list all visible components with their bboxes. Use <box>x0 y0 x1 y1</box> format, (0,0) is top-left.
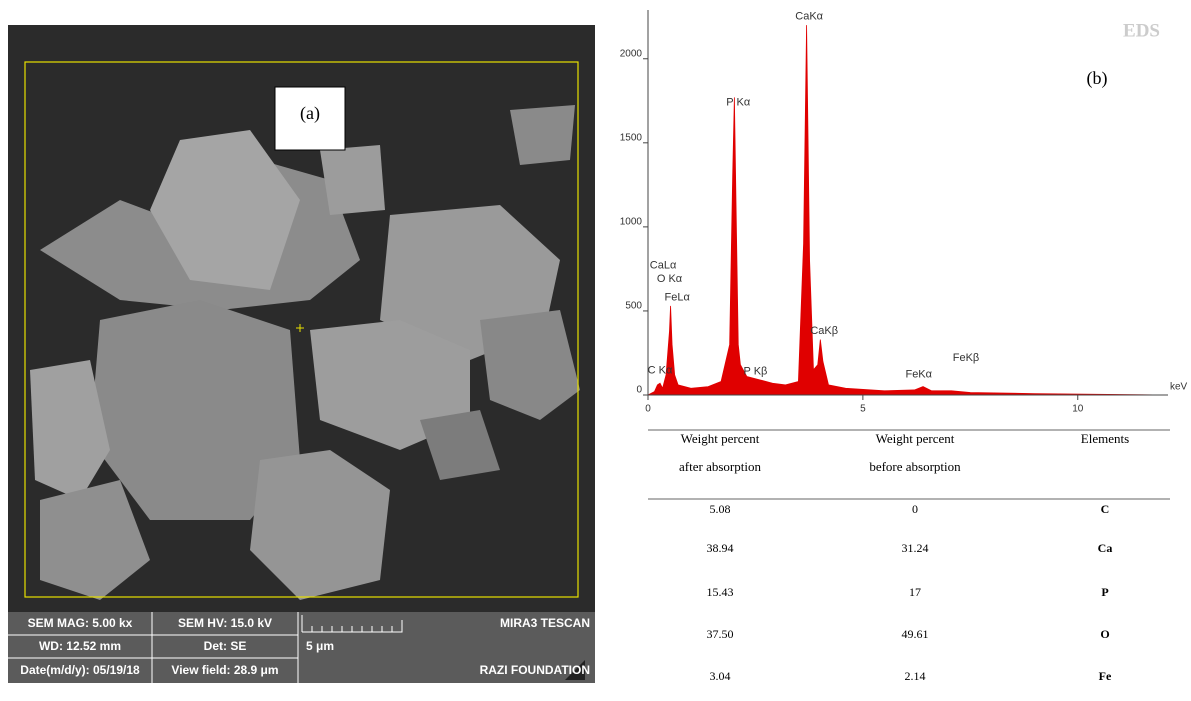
table-cell: Fe <box>1099 669 1112 683</box>
peak-label: FeKβ <box>953 352 980 364</box>
info-bar: SEM MAG: 5.00 kx SEM HV: 15.0 kV MIRA3 TES… <box>8 612 595 683</box>
info-text: Det: SE <box>204 639 247 653</box>
peak-label: P Kβ <box>744 365 768 377</box>
table-header: after absorption <box>679 459 761 474</box>
table-cell: 15.43 <box>707 585 734 599</box>
peak-label: C Kα <box>648 365 673 377</box>
table-cell: 17 <box>909 585 921 599</box>
info-text: SEM MAG: 5.00 kx <box>28 616 133 630</box>
peak-label: FeLα <box>665 291 691 303</box>
info-text: View field: 28.9 μm <box>171 663 278 677</box>
table-cell: C <box>1101 502 1110 516</box>
info-text: 5 μm <box>306 639 334 653</box>
info-text: MIRA3 TESCAN <box>500 616 590 630</box>
info-text: Date(m/d/y): 05/19/18 <box>20 663 140 677</box>
table-header: before absorption <box>869 459 961 474</box>
sem-image: (a) <box>8 25 595 612</box>
table-cell: 49.61 <box>902 627 929 641</box>
x-tick-label: 10 <box>1072 404 1084 415</box>
table-cell: 5.08 <box>710 502 731 516</box>
info-text: WD: 12.52 mm <box>39 639 121 653</box>
table-cell: 37.50 <box>707 627 734 641</box>
table-cell: 0 <box>912 502 918 516</box>
table-cell: 38.94 <box>707 541 734 555</box>
y-tick-label: 1000 <box>620 217 643 228</box>
table-header: Weight percent <box>876 431 955 446</box>
peak-label: CaKα <box>795 11 823 23</box>
table-cell: O <box>1100 627 1109 641</box>
table-cell: 2.14 <box>905 669 926 683</box>
y-tick-label: 0 <box>636 385 642 396</box>
peak-label: O Kα <box>657 273 683 285</box>
peak-label: CaKβ <box>810 325 838 337</box>
panel-label: (a) <box>300 103 320 124</box>
y-tick-label: 2000 <box>620 48 643 59</box>
table-header: Elements <box>1081 431 1129 446</box>
peak-label: CaLα <box>650 259 677 271</box>
peak-label: FeKα <box>905 369 932 381</box>
info-text: SEM HV: 15.0 kV <box>178 616 272 630</box>
table-cell: 31.24 <box>902 541 929 555</box>
info-text: RAZI FOUNDATION <box>480 663 590 677</box>
table-cell: 3.04 <box>710 669 731 683</box>
table-cell: P <box>1101 585 1108 599</box>
y-tick-label: 1500 <box>620 132 643 143</box>
y-tick-label: 500 <box>625 301 642 312</box>
x-axis-label: keV <box>1170 382 1188 393</box>
eds-spectrum: 0 500 1000 1500 2000 0 5 10 keV EDS (b) CaKα P Kα CaL… <box>620 10 1188 415</box>
table: Weight percent after absorption Weight per… <box>648 429 1170 683</box>
panel-label: (b) <box>1087 68 1108 89</box>
table-cell: Ca <box>1098 541 1113 555</box>
x-tick-label: 5 <box>860 404 866 415</box>
peak-label: P Kα <box>726 96 751 108</box>
watermark: EDS <box>1123 20 1160 41</box>
table-header: Weight percent <box>681 431 760 446</box>
spectrum <box>647 25 1164 396</box>
x-tick-label: 0 <box>645 404 651 415</box>
